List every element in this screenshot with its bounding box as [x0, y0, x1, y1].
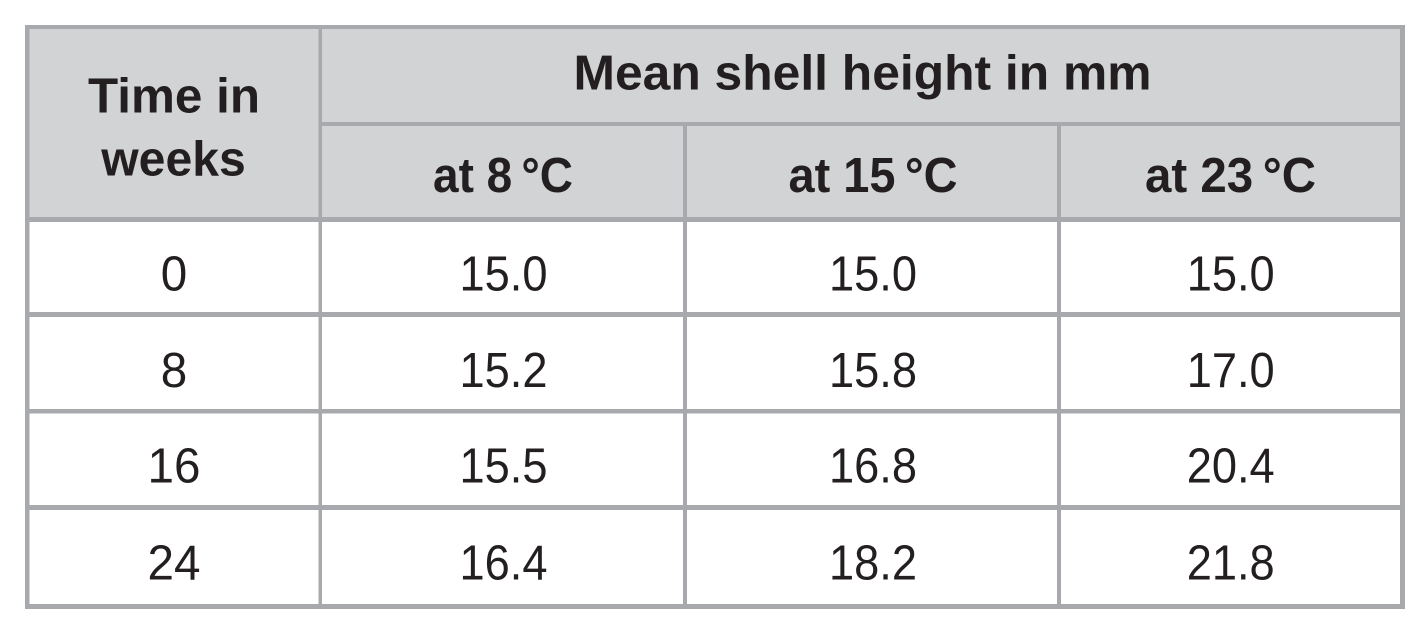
svg-text:18.2: 18.2 — [829, 536, 917, 590]
svg-text:20.4: 20.4 — [1187, 440, 1275, 494]
svg-text:at 15 °C: at 15 °C — [789, 149, 958, 203]
svg-text:17.0: 17.0 — [1187, 344, 1275, 398]
svg-text:at 8 °C: at 8 °C — [433, 149, 573, 203]
svg-text:16.4: 16.4 — [460, 536, 548, 590]
svg-text:weeks: weeks — [100, 133, 245, 187]
svg-text:24: 24 — [148, 536, 201, 590]
svg-text:8: 8 — [161, 344, 188, 398]
svg-text:21.8: 21.8 — [1187, 536, 1275, 590]
svg-text:Time in: Time in — [88, 70, 260, 124]
svg-text:15.0: 15.0 — [1187, 247, 1275, 301]
svg-text:0: 0 — [161, 247, 188, 301]
svg-text:15.8: 15.8 — [829, 344, 917, 398]
svg-text:15.2: 15.2 — [460, 344, 548, 398]
svg-text:15.0: 15.0 — [829, 247, 917, 301]
svg-text:at 23 °C: at 23 °C — [1145, 149, 1316, 203]
svg-text:16.8: 16.8 — [829, 440, 917, 494]
svg-text:15.0: 15.0 — [460, 247, 548, 301]
svg-text:16: 16 — [148, 440, 201, 494]
svg-text:15.5: 15.5 — [460, 440, 548, 494]
svg-text:Mean shell height in mm: Mean shell height in mm — [574, 46, 1152, 100]
